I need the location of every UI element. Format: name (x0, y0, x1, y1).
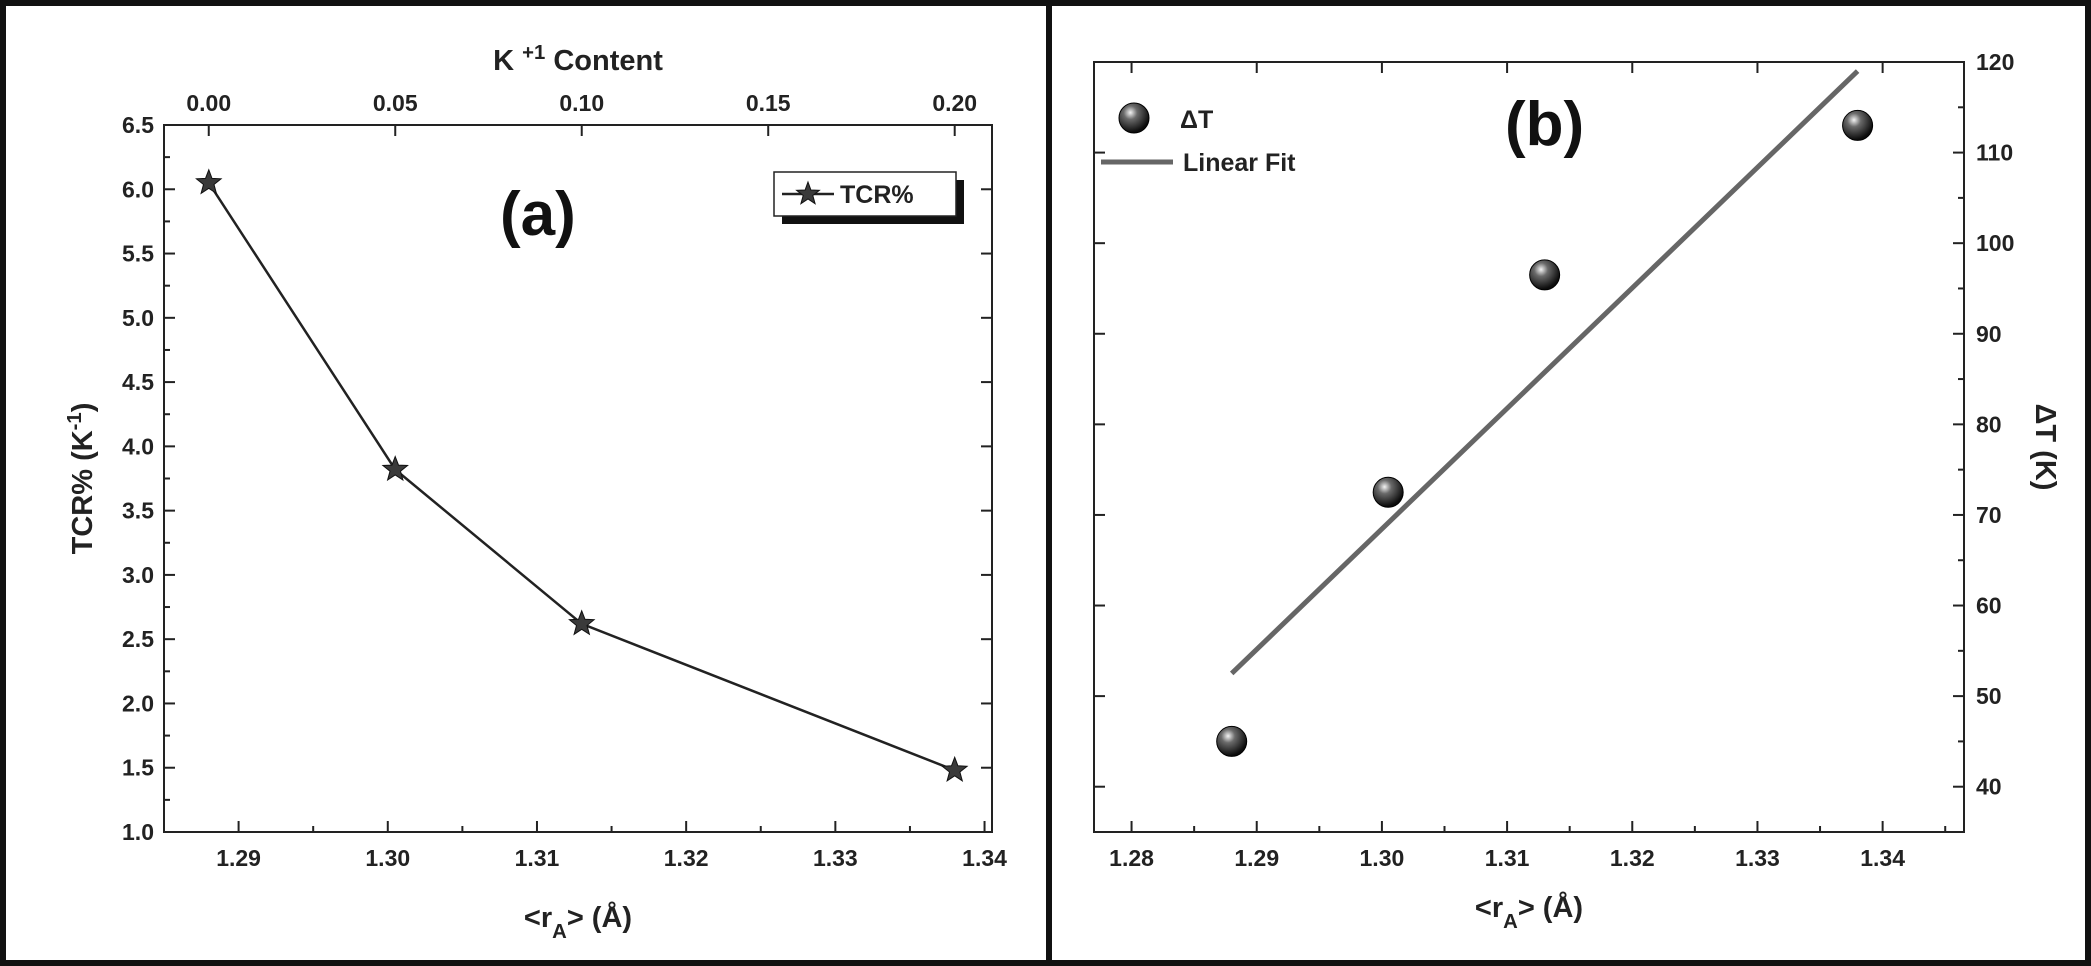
top-tick-label-a: 0.15 (746, 90, 791, 116)
y-tick-label-a: 4.0 (122, 433, 154, 459)
plot-area-b (1093, 61, 1965, 833)
legend-label-fit: Linear Fit (1183, 149, 1296, 177)
y-tick-label-a: 1.5 (122, 755, 154, 781)
y-tick-label-a: 2.0 (122, 690, 154, 716)
y-tick-label-b: 110 (1976, 140, 2013, 166)
chart-a: 1.0 1.5 2.0 2.5 3.0 3.5 4.0 4.5 5.0 5.5 6.0 6.5 1.29… (64, 42, 1007, 943)
y-tick-label-b: 40 (1976, 774, 2002, 800)
x-tick-label-b: 1.31 (1485, 845, 1530, 871)
x-tick-label-b: 1.28 (1109, 845, 1154, 871)
x-tick-label-b: 1.33 (1735, 845, 1780, 871)
y-tick-label-a: 6.5 (122, 112, 154, 138)
top-tick-label-a: 0.00 (186, 90, 231, 116)
y-tick-label-a: 3.0 (122, 562, 154, 588)
y-tick-label-b: 50 (1976, 683, 2002, 709)
legend-marker-dt (1118, 102, 1150, 134)
data-point-dt (1842, 109, 1874, 141)
x-tick-label-b: 1.32 (1610, 845, 1655, 871)
y-tick-label-b: 70 (1976, 502, 2002, 528)
y-tick-label-b: 120 (1976, 49, 2014, 75)
data-point-tcr (195, 168, 223, 195)
data-point-tcr (940, 755, 969, 782)
y-tick-label-b: 100 (1976, 230, 2014, 256)
x-tick-label-b: 1.34 (1860, 845, 1905, 871)
fit-line (1229, 69, 1860, 676)
y-tick-label-a: 2.5 (122, 626, 154, 652)
data-point-dt (1529, 259, 1561, 291)
top-tick-label-a: 0.20 (932, 90, 977, 116)
legend-label-dt: ΔT (1180, 106, 1213, 134)
y-tick-label-a: 5.0 (122, 305, 154, 331)
legend-label-tcr: TCR% (840, 181, 914, 209)
x-tick-label-a: 1.31 (515, 845, 560, 871)
y-tick-label-a: 5.5 (122, 241, 154, 267)
y-axis-label-b: ΔT (K) (2029, 404, 2061, 491)
x-tick-label-a: 1.33 (813, 845, 858, 871)
y-axis-label-a: TCR% (K-1) (64, 403, 99, 555)
plot-area-a (163, 124, 993, 833)
y-tick-label-a: 3.5 (122, 498, 154, 524)
x-tick-label-a: 1.32 (664, 845, 709, 871)
y-tick-label-b: 90 (1976, 321, 2002, 347)
y-tick-label-a: 6.0 (122, 176, 154, 202)
data-point-tcr (381, 455, 409, 482)
x-axis-label-b: <rA> (Å) (1475, 891, 1583, 933)
data-point-dt (1216, 725, 1248, 757)
top-tick-label-a: 0.05 (373, 90, 418, 116)
series-line-tcr (207, 182, 956, 772)
x-tick-label-b: 1.29 (1234, 845, 1279, 871)
x-tick-label-a: 1.34 (962, 845, 1007, 871)
x-axis-label-a: <rA> (Å) (524, 901, 632, 943)
y-tick-label-b: 80 (1976, 411, 2002, 437)
panel-b-frame (1046, 0, 2091, 966)
chart-b: 40 50 60 70 80 90 100 110 120 1.28 1.29 1.30 1.31 1.3… (1093, 49, 2061, 933)
x-tick-label-a: 1.30 (365, 845, 410, 871)
y-tick-label-b: 60 (1976, 593, 2002, 619)
panel-label-a: (a) (500, 180, 576, 249)
top-axis-label-a: K +1 Content (493, 42, 663, 77)
data-point-dt (1372, 476, 1404, 508)
legend-marker-tcr (795, 180, 821, 205)
panel-label-b: (b) (1505, 90, 1584, 159)
panel-a-frame (0, 0, 1052, 966)
y-tick-label-a: 1.0 (122, 819, 154, 845)
y-tick-label-a: 4.5 (122, 369, 154, 395)
top-tick-label-a: 0.10 (559, 90, 604, 116)
x-tick-label-a: 1.29 (216, 845, 261, 871)
data-point-tcr (568, 609, 596, 636)
x-tick-label-b: 1.30 (1360, 845, 1405, 871)
